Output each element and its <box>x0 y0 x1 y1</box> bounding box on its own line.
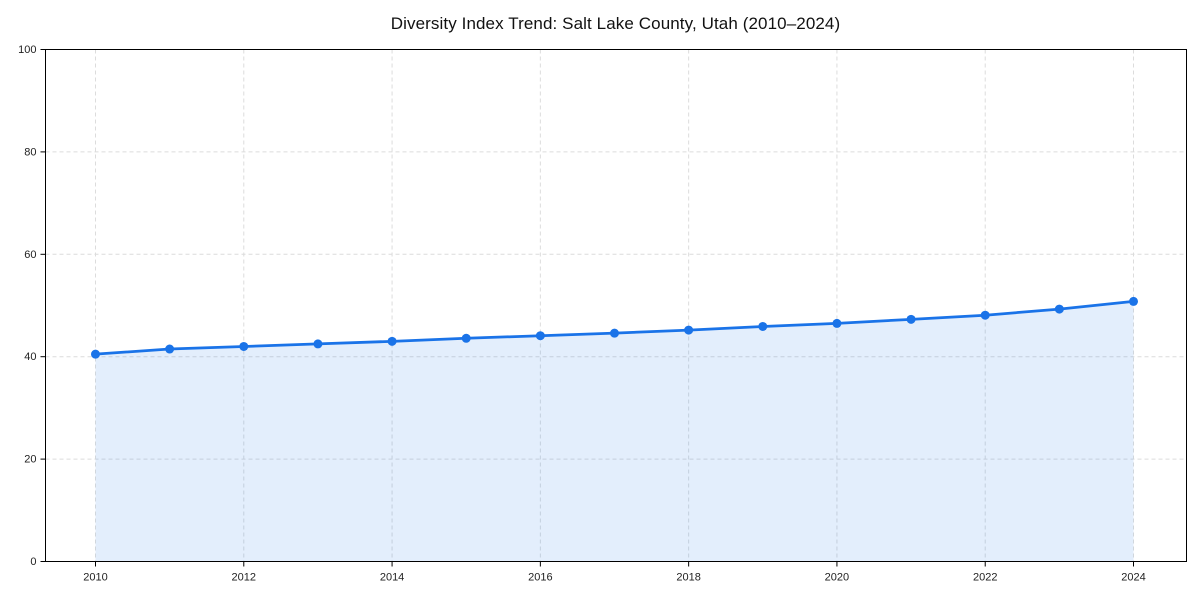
data-point-marker <box>980 310 990 320</box>
y-axis-tick-label: 100 <box>18 44 36 56</box>
x-axis-tick-label: 2014 <box>380 572 404 584</box>
x-axis-tick-label: 2010 <box>83 572 107 584</box>
x-axis-tick-label: 2020 <box>825 572 849 584</box>
y-axis-tick-label: 0 <box>30 556 36 568</box>
x-axis-tick-label: 2016 <box>528 572 552 584</box>
data-point-marker <box>165 344 175 354</box>
data-point-marker <box>906 314 916 324</box>
x-axis-tick-label: 2018 <box>676 572 700 584</box>
data-point-marker <box>91 349 100 359</box>
x-axis-tick-label: 2022 <box>973 572 997 584</box>
data-point-marker <box>610 328 619 338</box>
y-axis-tick-label: 60 <box>24 249 36 261</box>
data-point-marker <box>239 341 249 351</box>
area-fill <box>95 301 1134 562</box>
data-point-marker <box>684 325 694 335</box>
data-point-marker <box>313 339 323 349</box>
data-point-marker <box>1054 304 1064 314</box>
data-point-marker <box>758 321 768 331</box>
x-axis-tick-label: 2024 <box>1121 572 1145 584</box>
y-axis-tick-label: 40 <box>24 351 36 363</box>
data-point-marker <box>535 331 545 341</box>
y-axis-tick-label: 80 <box>24 146 36 158</box>
chart-title: Diversity Index Trend: Salt Lake County,… <box>390 14 841 33</box>
data-point-marker <box>1129 296 1138 306</box>
plot-border <box>45 49 1187 562</box>
x-axis-tick-label: 2012 <box>232 572 256 584</box>
data-point-marker <box>387 336 397 346</box>
data-point-marker <box>832 318 842 328</box>
y-axis-tick-label: 20 <box>24 454 36 466</box>
data-point-marker <box>461 333 471 343</box>
